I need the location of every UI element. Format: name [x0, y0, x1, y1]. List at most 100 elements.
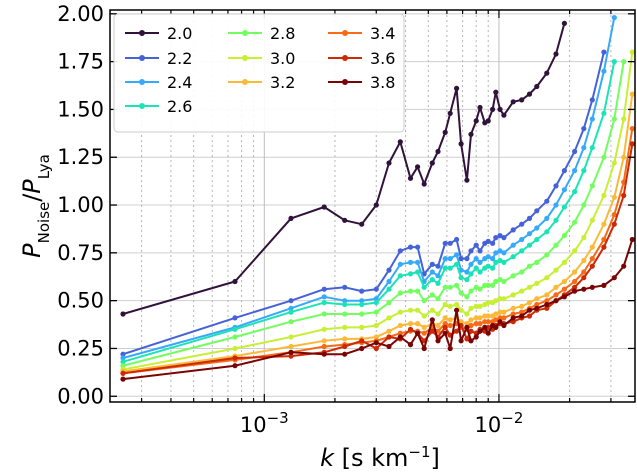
data-point — [232, 326, 238, 332]
data-point — [120, 311, 126, 317]
data-point — [589, 97, 595, 103]
data-point — [553, 284, 559, 290]
legend-item: 2.6 — [125, 97, 192, 116]
data-point — [553, 292, 559, 298]
data-point — [442, 301, 448, 308]
data-point — [442, 324, 448, 330]
legend-label: 2.0 — [167, 24, 192, 43]
data-point — [447, 284, 453, 290]
data-point — [553, 51, 559, 57]
data-point — [601, 110, 607, 116]
data-point — [561, 286, 568, 292]
data-point — [601, 49, 607, 55]
data-point — [534, 301, 540, 308]
data-point — [473, 303, 479, 309]
data-point — [477, 315, 483, 321]
data-point — [485, 330, 491, 336]
data-point — [321, 338, 327, 344]
data-point — [435, 280, 441, 286]
data-point — [629, 236, 635, 243]
data-point — [589, 183, 595, 189]
data-point — [454, 85, 460, 91]
data-point — [544, 229, 550, 235]
data-point — [497, 319, 503, 325]
data-point — [589, 284, 595, 290]
legend-marker — [139, 103, 145, 109]
data-point — [454, 261, 460, 267]
data-point — [458, 141, 464, 147]
data-point — [534, 259, 540, 265]
data-point — [120, 376, 126, 382]
data-point — [485, 300, 491, 306]
data-point — [373, 345, 379, 352]
data-point — [611, 15, 617, 21]
data-point — [120, 363, 126, 369]
data-point — [232, 278, 238, 285]
data-point — [534, 225, 540, 231]
data-point — [477, 269, 483, 275]
data-point — [519, 97, 525, 103]
legend-marker — [139, 30, 145, 36]
data-point — [468, 317, 474, 323]
data-point — [473, 321, 479, 327]
data-point — [473, 242, 479, 248]
data-point — [397, 290, 403, 296]
data-point — [561, 259, 568, 265]
data-point — [464, 294, 470, 300]
series-2.8 — [120, 59, 627, 369]
data-point — [534, 280, 540, 286]
data-point — [611, 59, 617, 65]
data-point — [373, 334, 379, 340]
data-point — [397, 273, 403, 279]
data-point — [468, 338, 474, 344]
data-point — [468, 131, 474, 137]
data-point — [611, 160, 617, 166]
data-point — [359, 221, 365, 227]
data-point — [464, 269, 470, 275]
data-point — [464, 324, 470, 330]
data-point — [510, 305, 516, 311]
data-point — [544, 215, 550, 221]
data-point — [288, 215, 294, 221]
data-point — [342, 301, 348, 308]
data-point — [386, 286, 392, 292]
legend-item: 3.6 — [328, 49, 395, 68]
data-point — [561, 204, 568, 210]
data-point — [407, 259, 414, 265]
data-point — [321, 351, 327, 357]
data-point — [572, 288, 578, 294]
data-point — [407, 288, 414, 294]
data-point — [232, 345, 238, 352]
data-point — [421, 298, 427, 304]
data-point — [629, 91, 635, 97]
data-point — [464, 336, 470, 342]
data-point — [477, 248, 483, 254]
data-point — [468, 271, 474, 277]
data-point — [572, 278, 578, 285]
data-point — [415, 269, 421, 275]
data-point — [421, 345, 427, 352]
data-point — [373, 322, 379, 329]
data-point — [553, 267, 559, 273]
x-tick-label: 10−3 — [240, 409, 289, 437]
legend-marker — [139, 79, 145, 85]
data-point — [288, 349, 294, 355]
data-point — [120, 355, 126, 361]
data-point — [490, 106, 496, 112]
data-point — [526, 242, 533, 248]
data-point — [232, 334, 238, 340]
legend-label: 3.0 — [270, 49, 295, 68]
data-point — [501, 235, 507, 241]
data-point — [232, 355, 238, 361]
data-point — [359, 301, 365, 308]
data-point — [359, 288, 365, 294]
data-point — [468, 261, 474, 267]
data-point — [519, 313, 525, 319]
data-point — [490, 240, 496, 246]
data-point — [572, 168, 578, 174]
data-point — [120, 351, 126, 357]
data-point — [473, 315, 479, 321]
data-point — [519, 288, 525, 294]
data-point — [497, 309, 503, 315]
data-point — [407, 244, 414, 250]
